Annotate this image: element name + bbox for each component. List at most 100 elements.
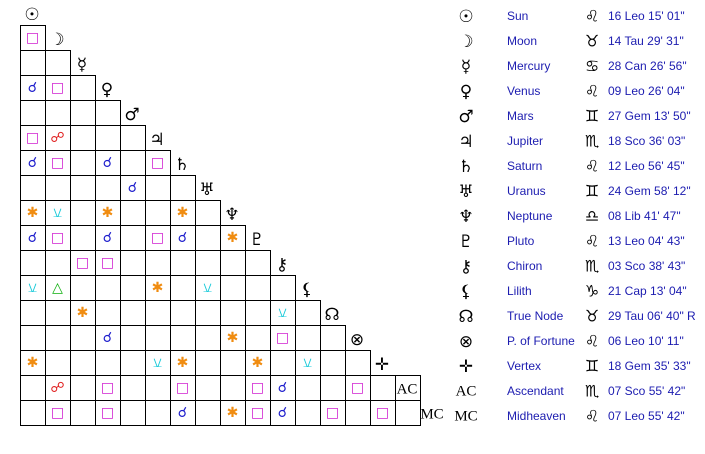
position: 14 Tau 29' 31" xyxy=(608,34,684,48)
aspect-glyph: □ xyxy=(276,330,289,346)
planet-name: Neptune xyxy=(507,209,553,223)
grid-cell xyxy=(70,150,96,176)
grid-cell xyxy=(195,375,221,401)
aspect-glyph: ☍ xyxy=(50,130,64,146)
planet-name: True Node xyxy=(507,309,564,323)
grid-planet-glyph: ♀ xyxy=(101,80,113,100)
position: 07 Sco 55' 42" xyxy=(608,384,685,398)
planet-glyph: ♃ xyxy=(458,132,473,152)
sign-glyph: ♊ xyxy=(585,107,599,126)
grid-cell xyxy=(170,275,196,301)
grid-cell xyxy=(245,250,271,276)
aspect-glyph: ⚺ xyxy=(303,355,312,371)
planet-name: Lilith xyxy=(507,284,532,298)
planet-glyph: ♆ xyxy=(458,207,473,227)
grid-planet-glyph: MC xyxy=(420,406,443,422)
sign-glyph: ♏ xyxy=(585,382,599,401)
planet-glyph: ♂ xyxy=(458,107,473,127)
planet-glyph: MC xyxy=(454,408,477,424)
grid-cell xyxy=(195,250,221,276)
aspect-glyph: ✱ xyxy=(227,330,239,346)
planet-glyph: ☊ xyxy=(458,307,473,327)
grid-cell xyxy=(295,325,321,351)
grid-planet-glyph: ☉ xyxy=(24,5,39,25)
aspect-glyph: ⚺ xyxy=(203,280,212,296)
grid-cell xyxy=(270,350,296,376)
aspect-glyph: □ xyxy=(176,380,189,396)
aspect-glyph: □ xyxy=(26,130,39,146)
grid-cell xyxy=(70,225,96,251)
sign-glyph: ♏ xyxy=(585,257,599,276)
grid-cell xyxy=(170,300,196,326)
grid-cell xyxy=(45,100,71,126)
grid-cell xyxy=(245,275,271,301)
planet-glyph: ☿ xyxy=(461,57,471,77)
sign-glyph: ♏ xyxy=(585,132,599,151)
grid-cell xyxy=(270,275,296,301)
position: 06 Leo 10' 11" xyxy=(608,334,684,348)
aspect-glyph: ✱ xyxy=(102,205,114,221)
grid-cell xyxy=(195,200,221,226)
planet-glyph: ⊗ xyxy=(459,332,473,352)
grid-cell xyxy=(195,325,221,351)
planet-name: Sun xyxy=(507,9,528,23)
planet-name: Mars xyxy=(507,109,534,123)
sign-glyph: ♉ xyxy=(585,307,599,326)
sign-glyph: ♌ xyxy=(585,232,599,251)
grid-cell xyxy=(120,150,146,176)
grid-cell xyxy=(20,50,46,76)
planet-glyph: ✛ xyxy=(459,357,473,377)
planet-name: P. of Fortune xyxy=(507,334,575,348)
position: 18 Sco 36' 03" xyxy=(608,134,685,148)
planet-name: Uranus xyxy=(507,184,546,198)
aspect-glyph: ☌ xyxy=(103,330,112,346)
aspect-glyph: □ xyxy=(51,80,64,96)
planet-glyph: ♅ xyxy=(458,182,473,202)
position: 28 Can 26' 56" xyxy=(608,59,687,73)
grid-cell xyxy=(220,250,246,276)
grid-cell xyxy=(195,400,221,426)
aspect-glyph: □ xyxy=(326,405,339,421)
position: 09 Leo 26' 04" xyxy=(608,84,685,98)
grid-planet-glyph: ♅ xyxy=(199,180,214,200)
aspect-glyph: ✱ xyxy=(77,305,89,321)
aspect-glyph: ☌ xyxy=(28,155,37,171)
grid-cell xyxy=(20,175,46,201)
sign-glyph: ♑ xyxy=(585,282,599,301)
grid-cell xyxy=(220,300,246,326)
grid-cell xyxy=(245,325,271,351)
sign-glyph: ♌ xyxy=(585,407,599,426)
grid-cell xyxy=(95,125,121,151)
grid-cell xyxy=(70,125,96,151)
aspect-glyph: ☌ xyxy=(278,405,287,421)
aspect-glyph: □ xyxy=(251,405,264,421)
grid-cell xyxy=(195,300,221,326)
grid-cell xyxy=(170,325,196,351)
grid-cell xyxy=(195,350,221,376)
grid-cell xyxy=(95,300,121,326)
sign-glyph: ♌ xyxy=(585,157,599,176)
grid-cell xyxy=(120,400,146,426)
sign-glyph: ♊ xyxy=(585,357,599,376)
grid-cell xyxy=(70,275,96,301)
aspect-glyph: □ xyxy=(26,30,39,46)
grid-cell xyxy=(220,375,246,401)
grid-cell xyxy=(70,75,96,101)
aspect-glyph: □ xyxy=(101,405,114,421)
grid-cell xyxy=(395,400,421,426)
grid-cell xyxy=(145,325,171,351)
grid-cell xyxy=(320,375,346,401)
grid-cell xyxy=(70,200,96,226)
grid-cell xyxy=(120,225,146,251)
sign-glyph: ♉ xyxy=(585,32,599,51)
grid-cell xyxy=(295,300,321,326)
grid-planet-glyph: ♇ xyxy=(249,230,264,250)
aspect-glyph: △ xyxy=(52,280,63,296)
grid-cell xyxy=(120,300,146,326)
sign-glyph: ♋ xyxy=(585,57,599,76)
planet-name: Moon xyxy=(507,34,537,48)
aspect-glyph: □ xyxy=(151,230,164,246)
aspect-glyph: □ xyxy=(251,380,264,396)
aspect-glyph: ☌ xyxy=(178,405,187,421)
aspect-glyph: □ xyxy=(376,405,389,421)
